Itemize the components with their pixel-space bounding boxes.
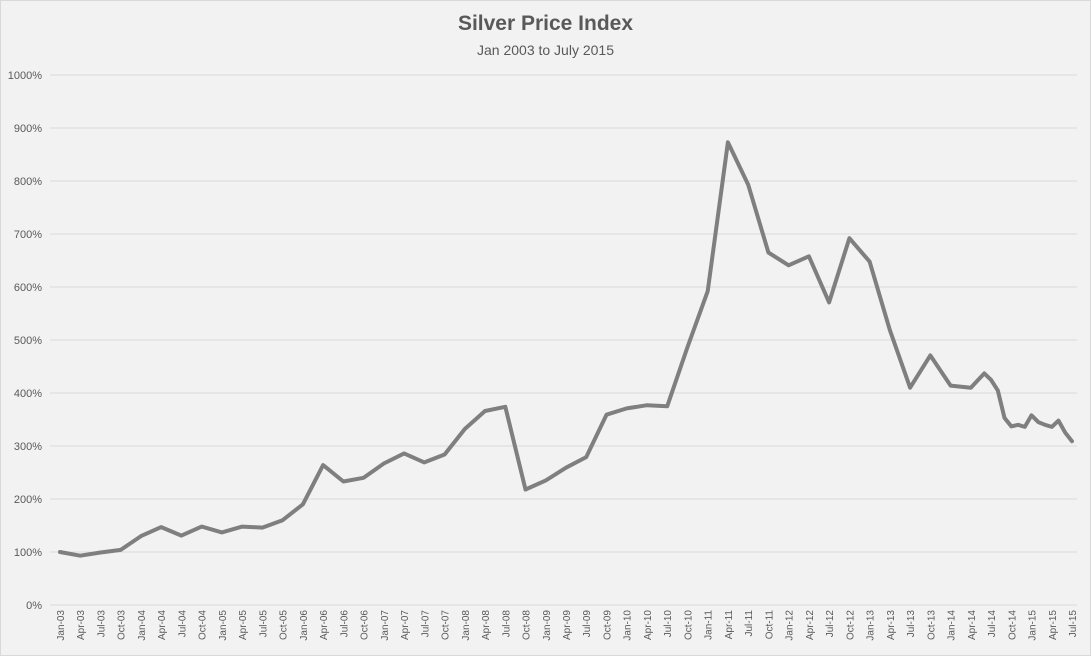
x-tick-label: Jan-13 (866, 610, 877, 641)
x-tick-label: Apr-07 (400, 610, 411, 640)
x-tick-label: Jan-06 (299, 610, 310, 641)
x-tick-label: Jan-15 (1028, 610, 1039, 641)
x-tick-label: Apr-04 (157, 610, 168, 640)
x-tick-label: Oct-10 (683, 610, 694, 640)
series-line (58, 140, 1074, 558)
x-tick-label: Jul-08 (501, 610, 512, 638)
x-tick-label: Apr-11 (724, 610, 735, 640)
x-tick-label: Jan-12 (785, 610, 796, 641)
x-tick-label: Oct-09 (602, 610, 613, 640)
x-tick-label: Jul-03 (96, 610, 107, 638)
x-tick-label: Apr-08 (481, 610, 492, 640)
x-tick-label: Jul-15 (1068, 610, 1079, 638)
x-tick-label: Jul-04 (177, 610, 188, 638)
x-tick-label: Jan-07 (380, 610, 391, 641)
x-tick-label: Oct-07 (441, 610, 452, 640)
y-tick-label: 200% (14, 494, 42, 506)
y-tick-label: 300% (14, 441, 42, 453)
x-tick-label: Oct-12 (845, 610, 856, 640)
x-tick-label: Oct-04 (198, 610, 209, 640)
x-tick-label: Jul-14 (987, 610, 998, 638)
x-tick-label: Oct-08 (522, 610, 533, 640)
y-tick-label: 1000% (8, 70, 42, 82)
x-tick-label: Jul-13 (906, 610, 917, 638)
x-tick-label: Jan-09 (542, 610, 553, 641)
x-tick-label: Oct-11 (764, 610, 775, 640)
x-tick-label: Oct-06 (360, 610, 371, 640)
x-tick-label: Jul-07 (420, 610, 431, 638)
x-tick-label: Jan-14 (947, 610, 958, 641)
y-tick-label: 800% (14, 176, 42, 188)
x-tick-label: Apr-06 (319, 610, 330, 640)
x-tick-label: Jul-12 (825, 610, 836, 638)
x-tick-label: Jan-11 (704, 610, 715, 640)
y-tick-label: 600% (14, 282, 42, 294)
x-axis-ticks: Jan-03 Apr-03 Jul-03 Oct-03 Jan-04 Apr-04 Jul-… (56, 610, 1079, 641)
y-tick-label: 500% (14, 335, 42, 347)
series-layer (58, 140, 1074, 558)
x-tick-label: Jan-03 (56, 610, 67, 641)
x-tick-label: Jan-08 (461, 610, 472, 641)
x-tick-label: Apr-05 (238, 610, 249, 640)
chart-title: Silver Price Index (457, 12, 634, 35)
y-tick-label: 900% (14, 123, 42, 135)
x-tick-label: Oct-03 (117, 610, 128, 640)
x-tick-label: Apr-15 (1048, 610, 1059, 640)
x-tick-label: Jan-10 (623, 610, 634, 641)
x-tick-label: Apr-03 (76, 610, 87, 640)
x-tick-label: Oct-13 (926, 610, 937, 640)
x-tick-label: Jan-04 (137, 610, 148, 641)
y-tick-label: 0% (26, 600, 42, 612)
chart-subtitle: Jan 2003 to July 2015 (477, 42, 614, 58)
x-tick-label: Jul-09 (582, 610, 593, 638)
x-tick-label: Apr-12 (805, 610, 816, 640)
y-axis-ticks: 0% 100% 200% 300% 400% 500% 600% 700% 800% 900% 10… (8, 70, 42, 612)
x-tick-label: Jul-10 (663, 610, 674, 638)
y-tick-label: 100% (14, 547, 42, 559)
x-tick-label: Oct-05 (279, 610, 290, 640)
gridlines (50, 74, 1077, 606)
x-tick-label: Oct-14 (1007, 610, 1018, 640)
x-tick-label: Jan-05 (218, 610, 229, 641)
y-tick-label: 400% (14, 388, 42, 400)
x-tick-label: Apr-09 (562, 610, 573, 640)
x-tick-label: Apr-10 (643, 610, 654, 640)
x-tick-label: Jul-06 (339, 610, 350, 638)
x-tick-label: Apr-14 (967, 610, 978, 640)
x-tick-label: Jul-05 (258, 610, 269, 638)
x-tick-label: Jul-11 (744, 610, 755, 637)
y-tick-label: 700% (14, 229, 42, 241)
x-tick-label: Apr-13 (886, 610, 897, 640)
